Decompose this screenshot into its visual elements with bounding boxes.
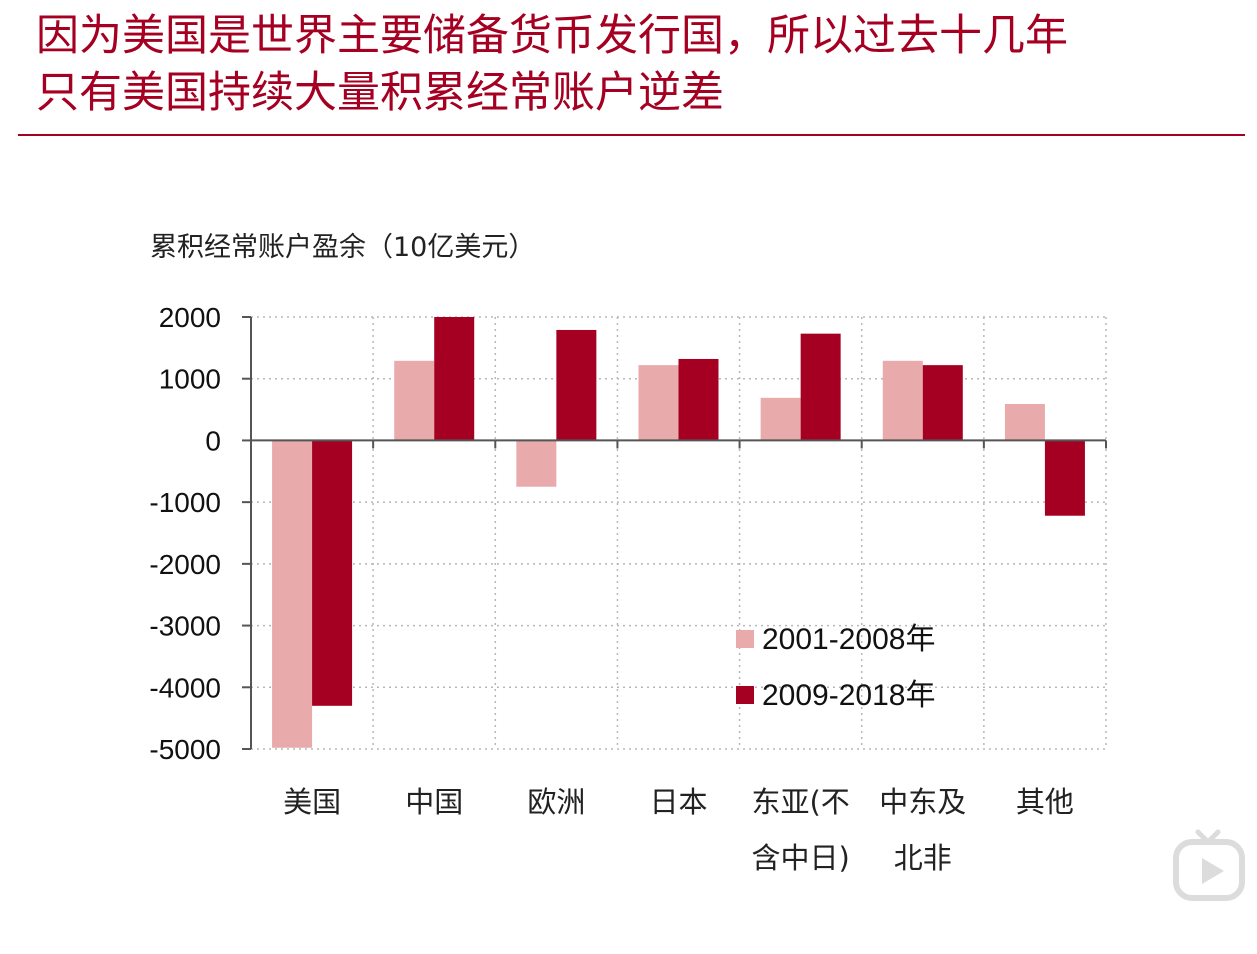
weibo-video-play-icon — [1170, 828, 1250, 908]
category-label-6: 北非 — [894, 841, 952, 875]
bar-2-3 — [556, 330, 596, 440]
bar-1-7 — [1005, 404, 1045, 440]
category-label-7: 其他 — [1016, 785, 1074, 819]
category-label-1: 美国 — [283, 785, 341, 819]
category-label-3: 欧洲 — [527, 785, 585, 819]
category-label-4: 日本 — [649, 785, 707, 819]
bar-2-7 — [1045, 440, 1085, 515]
y-tick-label: -2000 — [149, 549, 221, 580]
y-tick-label: -1000 — [149, 487, 221, 518]
bar-1-6 — [883, 361, 923, 441]
category-label-5: 东亚(不 — [751, 785, 849, 819]
y-tick-label: 1000 — [159, 364, 221, 395]
bar-1-1 — [272, 440, 312, 747]
category-label-5: 含中日) — [751, 841, 849, 875]
legend-swatch-1 — [736, 630, 754, 648]
y-tick-label: 0 — [205, 425, 221, 456]
legend: 2001-2008年 2009-2018年 — [736, 623, 935, 712]
bar-1-4 — [639, 365, 679, 440]
y-tick-label: 2000 — [159, 302, 221, 333]
bar-2-2 — [434, 317, 474, 440]
bar-1-3 — [516, 440, 556, 486]
y-axis-title: 累积经常账户盈余（10亿美元） — [150, 232, 535, 263]
legend-label-1: 2001-2008年 — [762, 623, 935, 656]
category-label-2: 中国 — [405, 785, 463, 819]
category-label-6: 中东及 — [879, 785, 966, 819]
bar-2-4 — [679, 359, 719, 440]
y-tick-label: -5000 — [149, 734, 221, 765]
legend-label-2: 2009-2018年 — [762, 679, 935, 712]
y-tick-labels: 2000 1000 0 -1000 -2000 -3000 -4000 -5000 — [149, 302, 221, 765]
legend-swatch-2 — [736, 686, 754, 704]
y-tick-label: -3000 — [149, 611, 221, 642]
bar-1-5 — [761, 398, 801, 441]
bar-2-5 — [801, 334, 841, 441]
bar-2-6 — [923, 365, 963, 440]
bar-2-1 — [312, 440, 352, 705]
bar-1-2 — [394, 361, 434, 441]
y-tick-label: -4000 — [149, 672, 221, 703]
bars — [272, 317, 1085, 748]
